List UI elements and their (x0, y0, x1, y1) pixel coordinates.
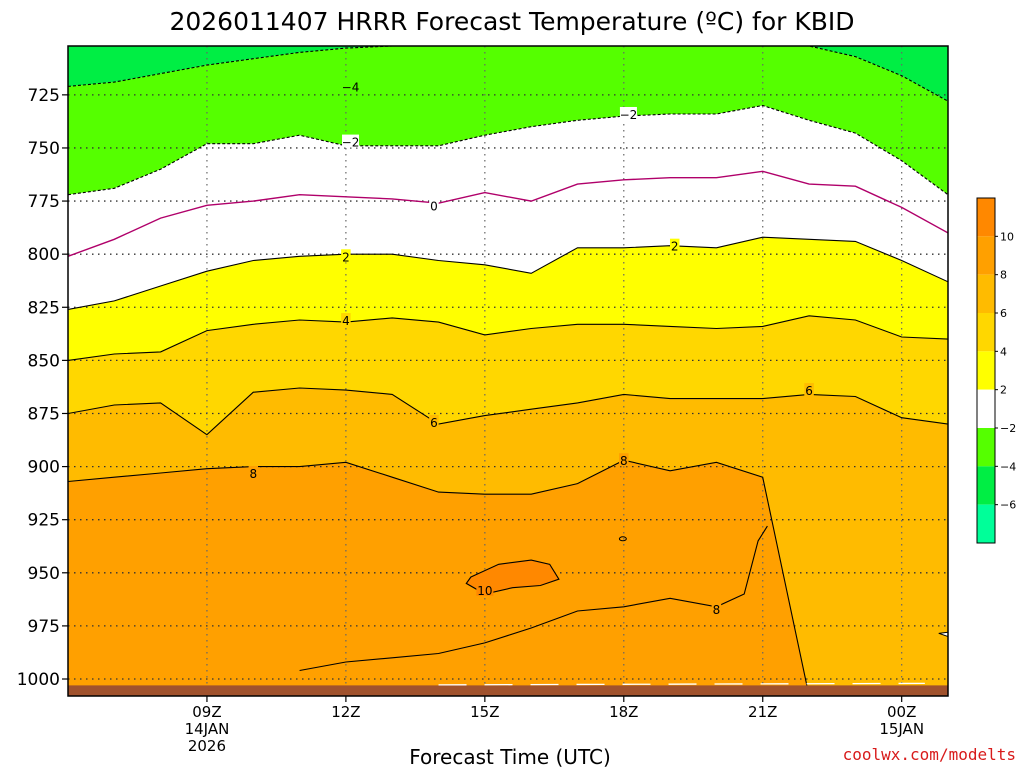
colorbar-swatch (977, 198, 995, 237)
ground-layer (68, 682, 948, 696)
contour-label: 4 (342, 314, 350, 328)
contour-label-bg (476, 582, 494, 596)
y-tick-label: 925 (28, 511, 60, 531)
x-tick-label: 14JAN (185, 720, 230, 738)
contour-label-bg (619, 106, 637, 120)
colorbar-swatch (977, 466, 995, 505)
contour-label: 2 (671, 240, 679, 254)
ground-edge (438, 682, 925, 686)
warm-region (68, 460, 768, 686)
colorbar-swatch (977, 389, 995, 428)
x-axis-label: Forecast Time (UTC) (409, 745, 611, 768)
contour-label: 6 (805, 384, 813, 398)
colorbar-swatch (977, 504, 995, 543)
contour-label-bg (342, 79, 360, 93)
contour-label-bg (429, 198, 439, 212)
y-tick-label: 875 (28, 404, 60, 424)
x-tick-label: 15JAN (879, 720, 924, 738)
x-tick-label: 12Z (331, 703, 360, 721)
y-tick-label: 775 (28, 192, 60, 212)
contour-label-bg (341, 249, 351, 263)
contour-label-bg (429, 414, 439, 428)
colorbar-swatch (977, 351, 995, 390)
y-axis: 725 750 775 800 825 850 875 900 925 950 975 1000 (17, 86, 68, 690)
temperature-band (68, 237, 948, 361)
x-tick-label: 15Z (470, 703, 499, 721)
colorbar-swatch (977, 236, 995, 275)
contour-label: 6 (430, 416, 438, 430)
contour-label: 8 (249, 467, 257, 481)
plot-frame (67, 45, 949, 697)
y-tick-label: 900 (28, 458, 60, 478)
colorbar-legend: 10 8 6 4 2 −2 −4 −6 (976, 197, 1016, 544)
contour-label: −2 (342, 136, 360, 150)
credit-link[interactable]: coolwx.com/modelts (843, 745, 1016, 764)
isotherm-line (68, 387, 948, 436)
y-tick-label: 725 (28, 86, 60, 106)
y-tick-label: 975 (28, 617, 60, 637)
y-tick-label: 850 (28, 351, 60, 371)
contour-label-bg (669, 238, 680, 252)
colorbar-label: 8 (1000, 269, 1007, 282)
x-tick-label: 00Z (887, 703, 916, 721)
isotherm-line (68, 459, 948, 696)
isotherm-small-loop (618, 536, 627, 542)
y-tick-label: 825 (28, 298, 60, 318)
isotherm-line (68, 170, 948, 257)
temperature-band (68, 171, 948, 310)
contour-label: 2 (342, 250, 350, 264)
temperature-band (68, 105, 948, 257)
temperature-band (68, 388, 948, 696)
isotherm-lines (68, 46, 948, 696)
contour-label-bg (619, 453, 629, 467)
contour-label: −2 (620, 108, 638, 122)
x-tick-label: 2026 (188, 737, 226, 755)
colorbar-swatch (977, 313, 995, 352)
contour-label-bg (804, 383, 814, 397)
grid-lines (68, 46, 948, 696)
contour-label-bg (248, 465, 259, 479)
contour-labels: −4 −2 −2 0 2 2 4 6 6 8 8 8 10 (248, 79, 814, 617)
colorbar-swatch (977, 274, 995, 313)
contour-label: −4 (342, 80, 360, 94)
colorbar-label: −6 (1000, 499, 1016, 512)
contour-label-bg (341, 313, 351, 327)
isotherm-line (299, 525, 768, 672)
colorbar-label: 2 (1000, 384, 1007, 397)
colorbar-label: −2 (1000, 422, 1016, 435)
colorbar-label: −4 (1000, 460, 1016, 473)
chart-title: 2026011407 HRRR Forecast Temperature (ºC… (169, 7, 854, 36)
contour-label-bg (342, 134, 360, 148)
y-tick-label: 750 (28, 139, 60, 159)
y-tick-label: 800 (28, 245, 60, 265)
isotherm-line (68, 236, 948, 310)
x-tick-label: 09Z (192, 703, 221, 721)
x-tick-label: 18Z (609, 703, 638, 721)
colorbar-label: 10 (1000, 230, 1014, 243)
colorbar-label: 6 (1000, 307, 1007, 320)
contour-label-bg (711, 601, 722, 615)
contour-label: 10 (477, 584, 492, 598)
temperature-band (68, 315, 948, 435)
colorbar-label: 4 (1000, 345, 1007, 358)
x-tick-label: 21Z (748, 703, 777, 721)
temperature-band (68, 46, 948, 195)
plot-area (68, 46, 948, 696)
temperature-band (68, 46, 948, 102)
y-tick-label: 950 (28, 564, 60, 584)
colorbar-frame (976, 197, 996, 544)
contour-label: 0 (430, 199, 438, 213)
y-tick-label: 1000 (17, 670, 60, 690)
colorbar-swatch (977, 428, 995, 467)
isotherm-line (68, 104, 948, 196)
isotherm-line (68, 315, 948, 361)
ground-surface (68, 685, 948, 696)
isotherm-edge-loop (938, 631, 948, 638)
contour-label: 8 (713, 603, 721, 617)
contour-label: 8 (620, 454, 628, 468)
